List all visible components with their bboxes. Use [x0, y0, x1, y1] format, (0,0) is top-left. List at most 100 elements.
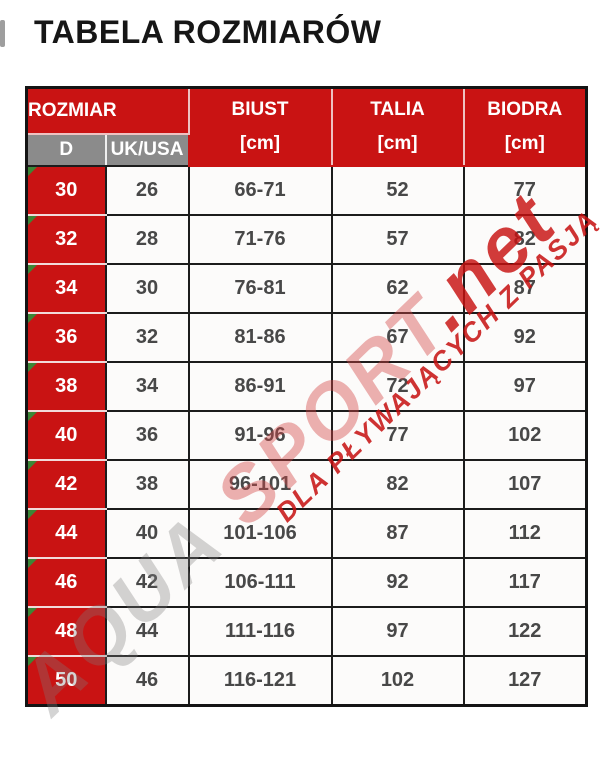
cell-size-uk-usa: 30 — [104, 263, 190, 314]
cell-biust: 76-81 — [187, 263, 333, 314]
cell-size-uk-usa: 40 — [104, 508, 190, 559]
header-biust: BIUST [cm] — [187, 86, 333, 167]
cell-talia: 92 — [330, 557, 465, 608]
cell-flag-icon — [28, 412, 37, 421]
header-talia-label: TALIA — [370, 99, 425, 120]
cell-size-d: 34 — [25, 263, 107, 314]
cell-size-d: 50 — [25, 655, 107, 707]
header-biodra-unit: [cm] — [504, 133, 545, 154]
cell-size-d: 46 — [25, 557, 107, 608]
cell-value: 36 — [55, 326, 78, 348]
header-biust-unit: [cm] — [239, 133, 281, 154]
cell-value: 40 — [55, 424, 78, 446]
cell-flag-icon — [28, 363, 37, 372]
table-row: 44 40 101-106 87 112 — [25, 508, 588, 559]
cell-size-uk-usa: 38 — [104, 459, 190, 510]
cell-biodra: 97 — [462, 361, 588, 412]
cell-size-d: 38 — [25, 361, 107, 412]
cell-size-uk-usa: 42 — [104, 557, 190, 608]
cell-talia: 77 — [330, 410, 465, 461]
cell-value: 50 — [55, 669, 78, 691]
cell-biust: 106-111 — [187, 557, 333, 608]
cell-biodra: 122 — [462, 606, 588, 657]
cell-flag-icon — [28, 314, 37, 323]
table-row: 40 36 91-96 77 102 — [25, 410, 588, 461]
header-d: D — [25, 133, 107, 167]
cell-talia: 87 — [330, 508, 465, 559]
cell-biust: 86-91 — [187, 361, 333, 412]
header-row-group: ROZMIAR BIUST [cm] TALIA [cm] BIODRA [cm… — [25, 86, 588, 167]
cell-biust: 101-106 — [187, 508, 333, 559]
header-row-sub: D UK/USA — [25, 133, 587, 167]
cell-biust: 96-101 — [187, 459, 333, 510]
cell-size-d: 30 — [25, 165, 107, 216]
cell-value: 46 — [55, 571, 78, 593]
cell-size-d: 42 — [25, 459, 107, 510]
cell-size-uk-usa: 36 — [104, 410, 190, 461]
cell-talia: 67 — [330, 312, 465, 363]
cell-biust: 71-76 — [187, 214, 333, 265]
size-table: ROZMIAR BIUST [cm] TALIA [cm] BIODRA [cm… — [25, 86, 588, 707]
cell-flag-icon — [28, 461, 37, 470]
cell-talia: 57 — [330, 214, 465, 265]
scan-edge-artifact — [0, 20, 5, 47]
cell-flag-icon — [28, 265, 37, 274]
table-row: 46 42 106-111 92 117 — [25, 557, 588, 608]
cell-flag-icon — [28, 167, 37, 176]
cell-biodra: 82 — [462, 214, 588, 265]
cell-size-uk-usa: 34 — [104, 361, 190, 412]
cell-flag-icon — [28, 657, 37, 666]
table-row: 36 32 81-86 67 92 — [25, 312, 588, 363]
cell-biust: 111-116 — [187, 606, 333, 657]
cell-size-d: 32 — [25, 214, 107, 265]
cell-biust: 66-71 — [187, 165, 333, 216]
cell-size-uk-usa: 46 — [104, 655, 190, 707]
cell-flag-icon — [28, 559, 37, 568]
cell-flag-icon — [28, 510, 37, 519]
header-biust-label: BIUST — [231, 99, 289, 120]
cell-value: 30 — [55, 179, 78, 201]
cell-talia: 52 — [330, 165, 465, 216]
cell-biodra: 102 — [462, 410, 588, 461]
cell-size-uk-usa: 32 — [104, 312, 190, 363]
cell-biodra: 107 — [462, 459, 588, 510]
table-row: 32 28 71-76 57 82 — [25, 214, 588, 265]
cell-value: 44 — [55, 522, 78, 544]
cell-size-d: 36 — [25, 312, 107, 363]
cell-value: 42 — [55, 473, 78, 495]
cell-talia: 62 — [330, 263, 465, 314]
cell-flag-icon — [28, 216, 37, 225]
cell-size-d: 48 — [25, 606, 107, 657]
cell-size-d: 44 — [25, 508, 107, 559]
header-rozmiar: ROZMIAR — [25, 86, 190, 135]
header-uk-usa: UK/USA — [104, 133, 190, 167]
cell-size-uk-usa: 26 — [104, 165, 190, 216]
cell-biodra: 92 — [462, 312, 588, 363]
cell-value: 34 — [55, 277, 78, 299]
cell-size-uk-usa: 28 — [104, 214, 190, 265]
header-biodra-label: BIODRA — [487, 99, 563, 120]
table-row: 48 44 111-116 97 122 — [25, 606, 588, 657]
cell-value: 38 — [55, 375, 78, 397]
header-talia: TALIA [cm] — [330, 86, 465, 167]
cell-size-d: 40 — [25, 410, 107, 461]
cell-talia: 97 — [330, 606, 465, 657]
cell-biust: 91-96 — [187, 410, 333, 461]
cell-biodra: 87 — [462, 263, 588, 314]
cell-biodra: 77 — [462, 165, 588, 216]
header-talia-unit: [cm] — [377, 133, 418, 154]
cell-biodra: 117 — [462, 557, 588, 608]
header-biodra: BIODRA [cm] — [462, 86, 588, 167]
table-row: 30 26 66-71 52 77 — [25, 165, 588, 216]
cell-size-uk-usa: 44 — [104, 606, 190, 657]
table-row: 38 34 86-91 72 97 — [25, 361, 588, 412]
cell-talia: 82 — [330, 459, 465, 510]
cell-talia: 102 — [330, 655, 465, 707]
cell-biust: 116-121 — [187, 655, 333, 707]
table-row: 42 38 96-101 82 107 — [25, 459, 588, 510]
cell-value: 32 — [55, 228, 78, 250]
table-row: 34 30 76-81 62 87 — [25, 263, 588, 314]
cell-biodra: 112 — [462, 508, 588, 559]
table-row: 50 46 116-121 102 127 — [25, 655, 588, 707]
cell-talia: 72 — [330, 361, 465, 412]
